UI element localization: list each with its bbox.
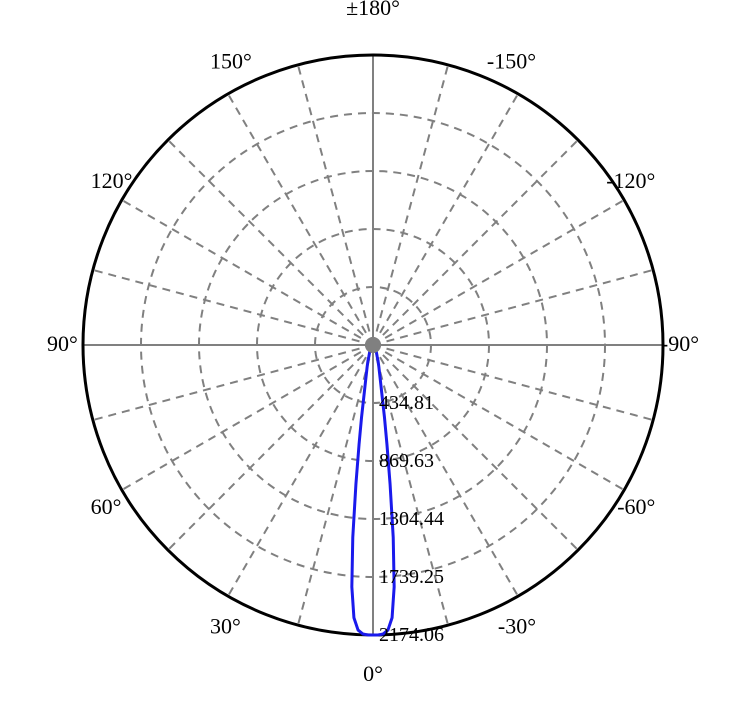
radial-label: 434.81: [379, 392, 434, 414]
polar-chart: ±180° -150° -120° -90° -60° -30° 0° 30° 60° 90° 12…: [0, 0, 747, 702]
grid-spoke: [373, 94, 518, 345]
radial-label: 2174.06: [379, 624, 444, 646]
grid-spoke: [168, 140, 373, 345]
grid-spoke: [373, 140, 578, 345]
grid-spoke: [373, 270, 653, 345]
angle-label: 150°: [210, 49, 252, 74]
angle-label: 60°: [91, 494, 122, 519]
grid-spoke: [298, 345, 373, 625]
grid-spoke: [93, 270, 373, 345]
angle-label: 30°: [210, 613, 241, 638]
grid-spoke: [122, 345, 373, 490]
grid-spoke: [373, 65, 448, 345]
angle-label: -30°: [498, 613, 536, 638]
radial-label: 1739.25: [379, 566, 444, 588]
angle-label: -120°: [606, 168, 655, 193]
angle-label: 0°: [363, 661, 383, 686]
grid-spoke: [122, 200, 373, 345]
radial-label: 869.63: [379, 450, 434, 472]
center-dot: [365, 337, 381, 353]
angle-label: ±180°: [346, 0, 400, 20]
grid-spoke: [93, 345, 373, 420]
angle-label: -90°: [661, 331, 699, 356]
grid-spoke: [298, 65, 373, 345]
radial-labels: 434.81 869.63 1304.44 1739.25 2174.06: [379, 392, 444, 646]
angle-label: -150°: [487, 49, 536, 74]
angle-label: 120°: [91, 168, 133, 193]
grid-spoke: [228, 94, 373, 345]
angle-label: 90°: [47, 331, 78, 356]
radial-label: 1304.44: [379, 508, 444, 530]
grid-spoke: [168, 345, 373, 550]
grid-spoke: [373, 200, 624, 345]
angle-label: -60°: [617, 494, 655, 519]
